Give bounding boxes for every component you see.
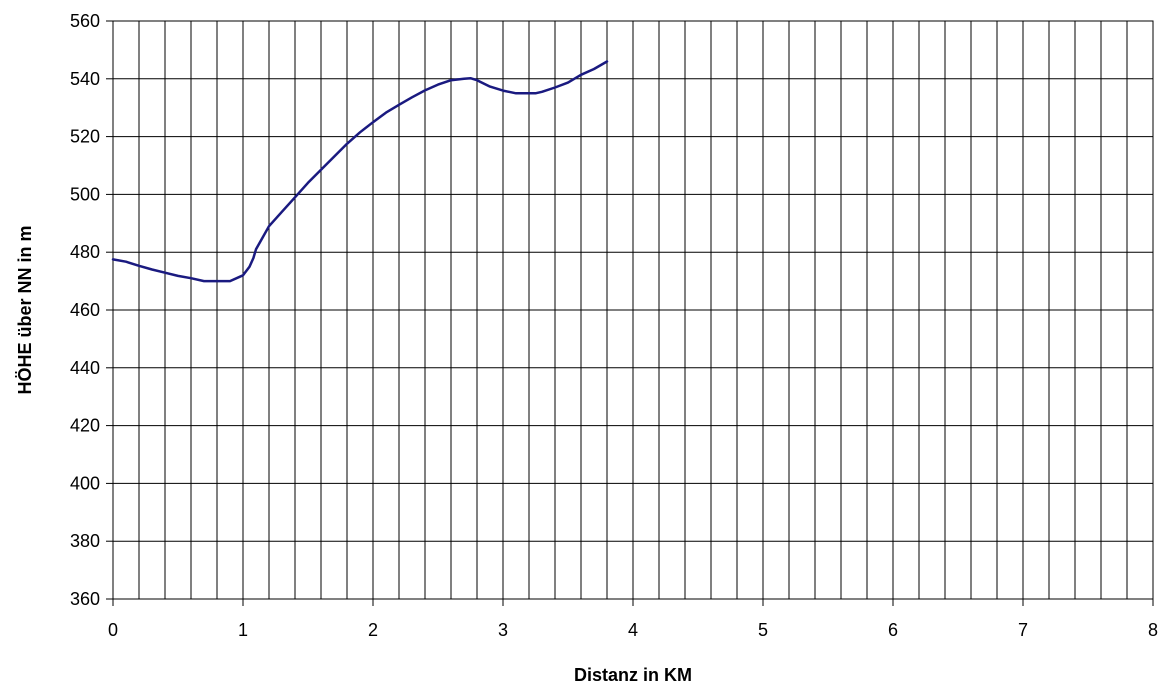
y-tick-label: 500: [70, 184, 100, 204]
x-axis-ticks: 0 1 2 3 4 5 6 7 8: [108, 599, 1158, 640]
x-tick-label: 0: [108, 620, 118, 640]
y-axis-ticks: 360 380 400 420 440 460 480 500 520 540 560: [70, 11, 113, 609]
x-tick-label: 3: [498, 620, 508, 640]
y-tick-label: 540: [70, 69, 100, 89]
y-tick-label: 560: [70, 11, 100, 31]
plot-area-frame: [112, 20, 1154, 600]
x-tick-label: 7: [1018, 620, 1028, 640]
y-tick-label: 420: [70, 416, 100, 436]
y-tick-label: 380: [70, 531, 100, 551]
grid: [113, 21, 1153, 599]
x-tick-label: 2: [368, 620, 378, 640]
y-tick-label: 520: [70, 127, 100, 147]
x-tick-label: 1: [238, 620, 248, 640]
y-tick-label: 480: [70, 242, 100, 262]
x-tick-label: 4: [628, 620, 638, 640]
x-tick-label: 5: [758, 620, 768, 640]
y-tick-label: 360: [70, 589, 100, 609]
x-axis-title: Distanz in KM: [574, 665, 692, 685]
elevation-series-line: [111, 60, 609, 283]
y-tick-label: 460: [70, 300, 100, 320]
y-tick-label: 400: [70, 473, 100, 493]
y-axis-title: HÖHE über NN in m: [15, 225, 35, 394]
y-tick-label: 440: [70, 358, 100, 378]
x-tick-label: 6: [888, 620, 898, 640]
x-tick-label: 8: [1148, 620, 1158, 640]
